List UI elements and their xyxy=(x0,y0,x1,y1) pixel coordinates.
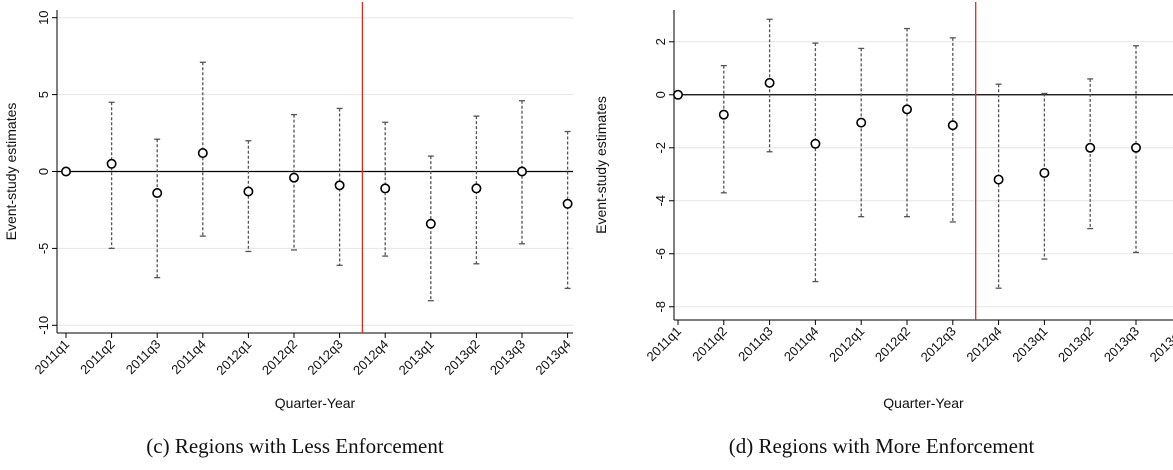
estimate-point xyxy=(471,183,482,194)
estimate-point xyxy=(562,198,573,209)
estimate-point xyxy=(243,186,254,197)
y-tick-label: -2 xyxy=(653,142,668,154)
x-tick-label: 2012q1 xyxy=(826,324,867,365)
x-tick-label: 2011q1 xyxy=(32,337,73,378)
estimate-point xyxy=(764,77,775,88)
y-tick-label: 5 xyxy=(36,91,51,98)
chart-more-enforcement: -8 -6 -4 -2 0 2 2011q1 2011q2 2011q3 2011q4 2012q1… xyxy=(593,2,1173,411)
caption-more-enforcement: (d) Regions with More Enforcement xyxy=(728,434,1035,458)
estimate-point xyxy=(901,104,912,115)
estimate-point xyxy=(1130,142,1141,153)
x-tick-label: 2011q2 xyxy=(689,324,730,365)
x-tick-label: 2013q1 xyxy=(1009,324,1050,365)
estimate-point xyxy=(334,180,345,191)
x-tick-label: 2013q3 xyxy=(1101,324,1142,365)
y-tick-label: -6 xyxy=(653,248,668,260)
x-tick-label: 2011q3 xyxy=(735,324,776,365)
estimate-point xyxy=(60,166,71,177)
estimate-point xyxy=(947,120,958,131)
x-tick-label: 2012q4 xyxy=(963,324,1004,365)
y-tick-label: -5 xyxy=(36,243,51,255)
x-tick-label: 2011q2 xyxy=(77,337,118,378)
x-tick-label: 2013q3 xyxy=(487,337,528,378)
estimate-point xyxy=(856,117,867,128)
estimate-point xyxy=(380,183,391,194)
y-tick-label: 10 xyxy=(36,10,51,24)
panel-less-enforcement: -10 -5 0 5 10 2011q1 2011q2 2011q3 2011q4 2012q1 2… xyxy=(3,2,574,458)
y-tick-label: 0 xyxy=(36,168,51,175)
estimate-point xyxy=(1039,167,1050,178)
x-tick-label: 2012q3 xyxy=(304,337,345,378)
x-tick-label: 2011q3 xyxy=(123,337,164,378)
caption-less-enforcement: (c) Regions with Less Enforcement xyxy=(146,434,444,458)
estimate-point xyxy=(516,166,527,177)
x-tick-label: 2012q3 xyxy=(918,324,959,365)
x-tick-label: 2013q2 xyxy=(1055,324,1096,365)
estimate-point xyxy=(425,218,436,229)
estimate-point xyxy=(718,109,729,120)
x-tick-label: 2012q1 xyxy=(213,337,254,378)
y-axis-title: Event-study estimates xyxy=(593,96,609,234)
x-axis-title: Quarter-Year xyxy=(883,395,964,411)
y-tick-label: -8 xyxy=(653,301,668,313)
x-tick-label: 2013q4 xyxy=(1147,324,1173,365)
y-tick-label: -10 xyxy=(36,316,51,335)
panel-more-enforcement: -8 -6 -4 -2 0 2 2011q1 2011q2 2011q3 2011q4 2012q1… xyxy=(590,0,1173,470)
y-tick-label: 0 xyxy=(653,91,668,98)
estimate-point xyxy=(197,148,208,159)
estimate-point xyxy=(152,188,163,199)
x-tick-label: 2011q1 xyxy=(644,324,685,365)
x-axis-title: Quarter-Year xyxy=(275,395,356,411)
estimate-point xyxy=(106,158,117,169)
estimate-point xyxy=(288,172,299,183)
x-tick-label: 2012q4 xyxy=(350,337,391,378)
estimate-point xyxy=(673,89,684,100)
x-tick-label: 2013q1 xyxy=(396,337,437,378)
x-tick-label: 2013q2 xyxy=(441,337,482,378)
y-tick-label: 2 xyxy=(653,38,668,45)
x-tick-label: 2012q2 xyxy=(259,337,300,378)
estimate-point xyxy=(810,138,821,149)
y-axis-title: Event-study estimates xyxy=(3,103,19,241)
x-tick-label: 2013q4 xyxy=(532,337,573,378)
x-tick-label: 2011q4 xyxy=(168,337,209,378)
estimate-point xyxy=(993,174,1004,185)
x-tick-label: 2011q4 xyxy=(781,324,822,365)
x-tick-label: 2012q2 xyxy=(872,324,913,365)
y-tick-label: -4 xyxy=(653,195,668,207)
estimate-point xyxy=(1085,142,1096,153)
